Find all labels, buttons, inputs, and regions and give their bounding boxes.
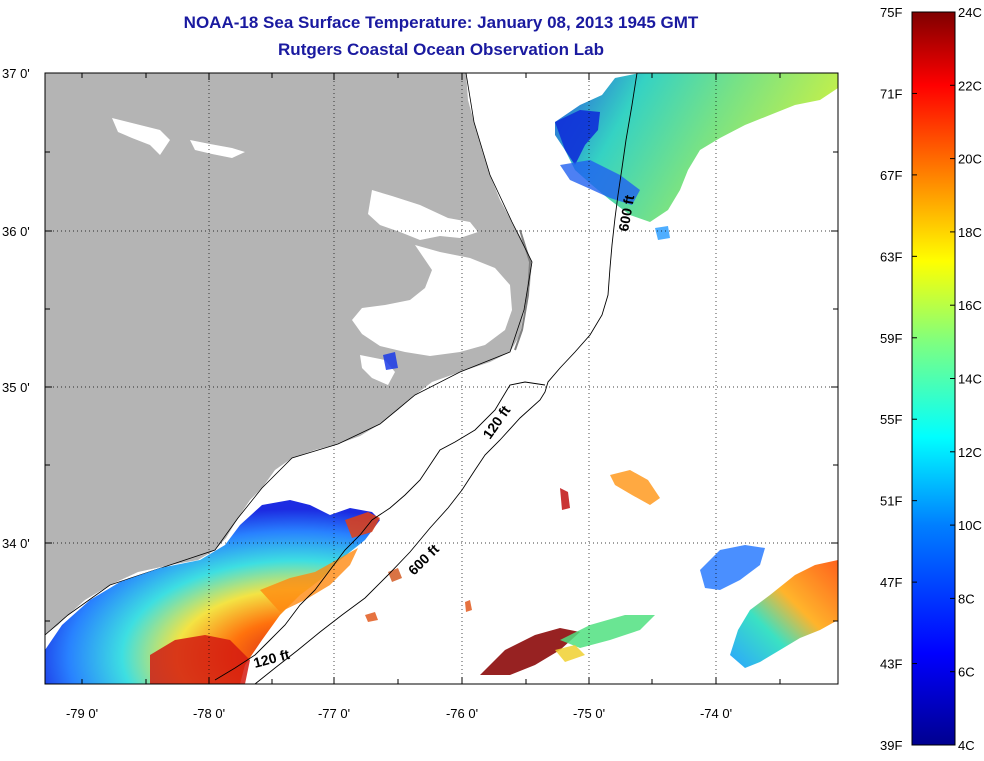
lat-label-34: 34 0' (2, 536, 30, 551)
colorbar-label-f: 59F (880, 331, 902, 346)
lat-label-36: 36 0' (2, 224, 30, 239)
sst-patch-mid-4 (365, 612, 378, 622)
colorbar-label-c: 24C (958, 5, 982, 20)
sst-patch-east-blue (700, 545, 765, 590)
colorbar-label-f: 39F (880, 738, 902, 753)
sst-patch-south-yellow (555, 645, 585, 662)
sst-patch-mid-5 (655, 226, 670, 240)
isobath-120 (214, 381, 546, 681)
isobath-contours (214, 73, 638, 684)
colorbar-label-c: 4C (958, 738, 975, 753)
lat-label-37: 37 0' (2, 66, 30, 81)
map-subtitle: Rutgers Coastal Ocean Observation Lab (278, 40, 604, 59)
sst-patch-south-red (480, 628, 580, 675)
colorbar-label-c: 12C (958, 445, 982, 460)
pamlico-sound (352, 245, 512, 356)
colorbar-label-c: 10C (958, 518, 982, 533)
map-frame (44, 72, 839, 685)
albemarle-sound (368, 190, 478, 240)
sst-cool-north (560, 160, 640, 205)
colorbar-label-c: 16C (958, 298, 982, 313)
colorbar-label-c: 8C (958, 591, 975, 606)
map-title: NOAA-18 Sea Surface Temperature: January… (183, 13, 699, 32)
lon-label-75: -75 0' (573, 706, 605, 721)
sst-patch-southeast (730, 560, 838, 668)
colorbar-label-f: 51F (880, 494, 902, 509)
axis-ticks (45, 72, 838, 684)
colorbar-label-f: 75F (880, 5, 902, 20)
isobath-600 (254, 73, 638, 684)
colorbar-label-f: 43F (880, 657, 902, 672)
graticule (45, 73, 838, 684)
sst-patch-mid-2 (560, 488, 570, 510)
sst-patch-mid-1 (610, 470, 660, 505)
sst-patch-mid-6 (383, 352, 398, 370)
sst-patch-south-green (560, 615, 655, 648)
colorbar-gradient (911, 11, 956, 746)
sst-warm-core (150, 635, 250, 684)
river-2 (190, 140, 245, 158)
colorbar-label-f: 47F (880, 575, 902, 590)
colorbar: 75F 71F 67F 63F 59F 55F 51F 47F 43F 39F 24C 22C 20C… (880, 5, 982, 753)
river-1 (112, 118, 170, 155)
isobath-label-600-north: 600 ft (615, 193, 637, 232)
lon-label-79: -79 0' (66, 706, 98, 721)
lon-label-78: -78 0' (193, 706, 225, 721)
lon-label-76: -76 0' (446, 706, 478, 721)
colorbar-label-c: 18C (958, 225, 982, 240)
lat-label-35: 35 0' (2, 380, 30, 395)
colorbar-label-f: 55F (880, 412, 902, 427)
sst-patch-mid-3 (465, 600, 472, 612)
colorbar-label-f: 63F (880, 249, 902, 264)
colorbar-label-c: 6C (958, 665, 975, 680)
colorbar-label-c: 14C (958, 372, 982, 387)
lon-label-77: -77 0' (318, 706, 350, 721)
sst-patch-southwest (45, 500, 380, 684)
sst-cold-edge (555, 110, 600, 165)
lon-label-74: -74 0' (700, 706, 732, 721)
colorbar-label-c: 20C (958, 152, 982, 167)
sst-warm-mid (260, 548, 358, 612)
colorbar-label-f: 67F (880, 168, 902, 183)
sst-warm-strip (345, 512, 380, 538)
colorbar-label-c: 22C (958, 78, 982, 93)
colorbar-label-f: 71F (880, 86, 902, 101)
coastline (45, 73, 533, 636)
